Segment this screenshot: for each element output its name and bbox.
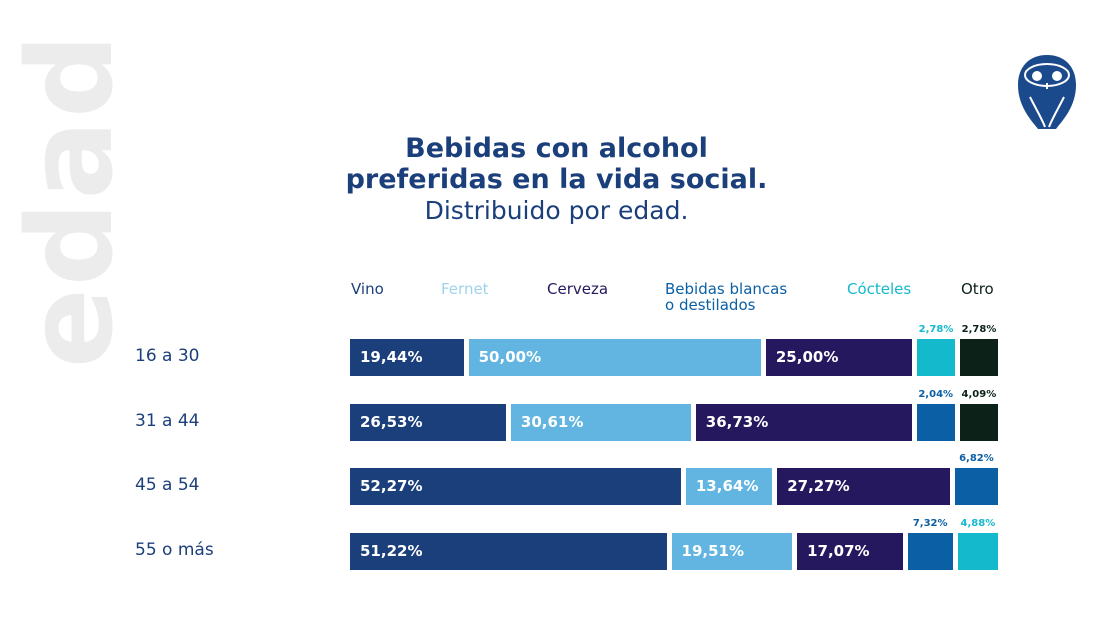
data-label: 2,78% (961, 324, 997, 335)
chart-title-line-1: Bebidas con alcohol (405, 133, 708, 164)
legend-item: Vino (351, 280, 384, 298)
bar-segment: 13,64% (685, 468, 773, 505)
bar-segment: 2,78% (917, 324, 955, 376)
category-label: 31 a 44 (135, 411, 200, 431)
legend-item: Cerveza (547, 280, 609, 298)
bar-segment: 19,44% (350, 339, 464, 376)
data-label: 27,27% (787, 477, 850, 495)
data-label: 7,32% (912, 518, 948, 529)
data-label: 51,22% (360, 542, 423, 560)
data-label: 25,00% (775, 348, 839, 366)
bar-segment: 51,22% (350, 533, 667, 570)
bar-segment: 25,00% (765, 339, 912, 376)
legend-item: Otro (961, 280, 994, 298)
category-label: 16 a 30 (135, 346, 200, 366)
data-label: 26,53% (360, 413, 423, 431)
data-label: 36,73% (705, 413, 769, 431)
data-label: 2,78% (918, 324, 954, 335)
bar-segment: 19,51% (671, 533, 793, 570)
data-label: 19,44% (360, 348, 423, 366)
data-label: 30,61% (520, 413, 584, 431)
bar-row: 51,22% 19,51% 17,07% 7,32% 4,88% (350, 518, 998, 570)
bar-segment: 52,27% (350, 468, 681, 505)
bar-row: 19,44% 50,00% 25,00% 2,78% 2,78% (350, 324, 998, 376)
bar-segment: 17,07% (797, 533, 903, 570)
bar-segment: 6,82% (954, 453, 999, 505)
data-label: 2,04% (918, 389, 954, 400)
bar-segment: 4,88% (957, 518, 998, 570)
bar-segment: 30,61% (510, 404, 691, 441)
bar-segment: 4,09% (959, 389, 999, 441)
data-label: 19,51% (681, 542, 745, 560)
bar-row: 52,27% 13,64% 27,27% 6,82% (350, 453, 999, 505)
chart-title-line-2: preferidas en la vida social. (345, 164, 768, 195)
legend-item: Bebidas blancas o destilados (665, 280, 788, 314)
owl-logo-icon (1018, 55, 1076, 132)
category-label: 45 a 54 (135, 475, 200, 495)
data-label: 50,00% (478, 348, 542, 366)
chart-title-block: Bebidas con alcohol preferidas en la vid… (0, 133, 1113, 227)
bar-segment: 2,04% (916, 389, 955, 441)
bar-segment: 36,73% (695, 404, 912, 441)
data-label: 6,82% (959, 453, 994, 464)
data-label: 13,64% (695, 477, 759, 495)
bar-segment: 27,27% (777, 468, 950, 505)
data-label: 17,07% (807, 542, 870, 560)
data-label: 52,27% (360, 477, 423, 495)
chart-subtitle: Distribuido por edad. (424, 196, 689, 225)
data-label: 4,09% (961, 389, 997, 400)
legend-item: Fernet (441, 280, 489, 298)
legend-item: Cócteles (847, 280, 912, 298)
bar-segment: 2,78% (960, 324, 998, 376)
category-label: 55 o más (135, 540, 214, 560)
bar-segment: 7,32% (907, 518, 953, 570)
bar-segment: 50,00% (468, 339, 761, 376)
bar-row: 26,53% 30,61% 36,73% 2,04% 4,09% (350, 389, 999, 441)
bar-segment: 26,53% (350, 404, 506, 441)
data-label: 4,88% (960, 518, 996, 529)
